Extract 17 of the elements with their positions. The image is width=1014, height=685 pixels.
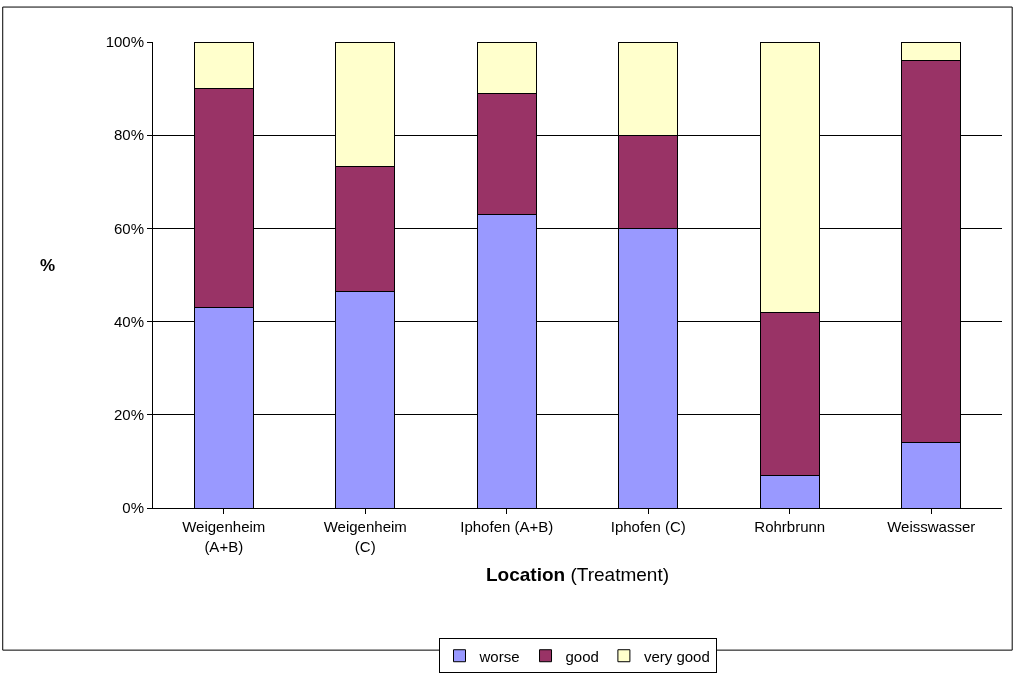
y-tick-label: 80% <box>113 126 144 144</box>
y-tick-label: 0% <box>122 499 144 517</box>
legend-label: worse <box>478 647 520 665</box>
x-tick-label: Rohrbrunn <box>754 518 826 535</box>
x-tick-label: Iphofen (C) <box>610 518 686 535</box>
x-tick-label: Weigenheim (A+B) <box>182 518 266 555</box>
y-tick-label: 100% <box>105 33 144 51</box>
x-axis-title: Location (Treatment) <box>486 564 669 586</box>
legend-label: good <box>565 647 599 665</box>
x-tick-label: Iphofen (A+B) <box>460 518 554 535</box>
y-tick-label: 20% <box>113 406 144 424</box>
legend-label: very good <box>643 647 710 665</box>
y-tick-label: 40% <box>113 312 144 330</box>
x-tick-label: Weigenheim (C) <box>323 518 407 555</box>
x-tick-label: Weisswasser <box>887 518 976 535</box>
y-axis-title: % <box>40 256 56 275</box>
y-tick-label: 60% <box>113 219 144 237</box>
